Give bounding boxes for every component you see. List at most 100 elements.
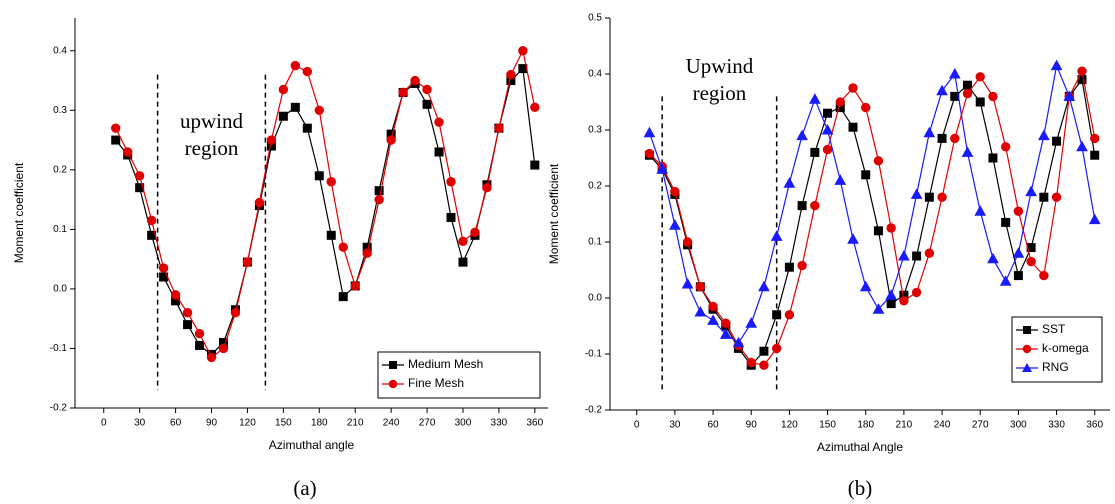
marker: [873, 226, 883, 236]
marker: [183, 320, 193, 330]
legend-marker: [1022, 363, 1032, 372]
marker: [937, 192, 947, 202]
annotation: region: [693, 81, 747, 105]
marker: [1025, 185, 1037, 197]
y-tick-label: 0.5: [588, 13, 602, 24]
marker: [669, 219, 681, 230]
marker: [821, 123, 834, 135]
marker: [1050, 59, 1063, 71]
marker: [797, 201, 807, 211]
marker: [218, 343, 229, 354]
marker: [759, 346, 769, 356]
marker: [708, 301, 718, 312]
marker: [988, 91, 998, 102]
marker: [290, 102, 300, 112]
marker: [963, 80, 973, 90]
marker: [861, 102, 871, 113]
marker: [962, 88, 973, 99]
legend-label: SST: [1042, 322, 1066, 336]
marker: [834, 174, 847, 185]
x-tick-label: 330: [491, 418, 508, 429]
x-tick-label: 180: [857, 420, 874, 431]
marker: [302, 123, 312, 133]
marker: [707, 314, 719, 325]
y-axis-title: Moment coefficient: [12, 162, 26, 263]
marker: [848, 122, 858, 132]
x-tick-label: 30: [134, 418, 146, 429]
marker: [194, 328, 205, 339]
marker: [746, 357, 756, 368]
y-tick-label: 0.0: [588, 293, 602, 304]
legend-label: k-omega: [1042, 341, 1089, 355]
marker: [326, 230, 336, 240]
y-tick-label: -0.1: [50, 343, 68, 354]
marker: [808, 93, 821, 104]
marker: [350, 281, 360, 291]
marker: [1088, 213, 1101, 225]
annotation: region: [185, 136, 239, 160]
x-tick-label: 60: [707, 420, 719, 431]
annotation: upwind: [180, 109, 244, 133]
marker: [694, 305, 707, 317]
marker: [810, 200, 820, 211]
marker: [230, 308, 241, 318]
legend-marker: [1023, 326, 1031, 334]
marker: [937, 133, 947, 143]
marker: [170, 290, 181, 300]
marker: [681, 277, 694, 289]
series-line: [115, 67, 536, 356]
marker: [885, 289, 898, 300]
y-tick-label: 0.3: [588, 125, 602, 136]
marker: [848, 83, 858, 93]
series-line: [648, 63, 1096, 344]
marker: [835, 97, 845, 107]
marker: [873, 156, 884, 166]
marker: [266, 135, 277, 145]
legend-marker: [1022, 344, 1032, 354]
legend-box: [377, 351, 541, 399]
x-tick-label: 300: [455, 418, 472, 429]
legend-marker: [388, 379, 398, 389]
marker: [670, 186, 680, 197]
marker: [924, 248, 935, 258]
marker: [422, 99, 432, 109]
y-tick-label: 0.3: [53, 105, 67, 116]
y-tick-label: 0.1: [588, 237, 602, 248]
y-tick-label: 0.1: [53, 224, 67, 235]
x-tick-label: 360: [1086, 420, 1103, 431]
caption: (b): [848, 476, 873, 500]
marker: [872, 303, 885, 314]
marker: [847, 233, 859, 244]
marker: [530, 102, 540, 113]
x-tick-label: 0: [101, 418, 107, 429]
marker: [911, 287, 922, 298]
marker: [912, 251, 922, 261]
marker: [682, 237, 693, 247]
y-tick-label: -0.2: [585, 405, 603, 416]
marker: [326, 177, 336, 187]
marker: [338, 292, 348, 302]
marker: [386, 135, 396, 145]
marker: [254, 197, 265, 208]
marker: [530, 160, 540, 170]
y-tick-label: -0.1: [585, 349, 603, 360]
marker: [290, 60, 301, 71]
marker: [987, 252, 999, 264]
marker: [111, 135, 121, 145]
marker: [1026, 256, 1036, 267]
marker: [910, 188, 923, 199]
legend-label: Fine Mesh: [408, 376, 464, 390]
marker: [961, 146, 974, 157]
x-tick-label: 210: [896, 420, 913, 431]
marker: [974, 205, 987, 216]
marker: [518, 46, 528, 56]
marker: [923, 126, 936, 138]
marker: [458, 257, 468, 267]
marker: [721, 318, 731, 328]
marker: [796, 129, 808, 141]
x-tick-label: 150: [275, 418, 292, 429]
marker: [783, 177, 796, 188]
marker: [362, 248, 372, 258]
marker: [1051, 192, 1062, 202]
